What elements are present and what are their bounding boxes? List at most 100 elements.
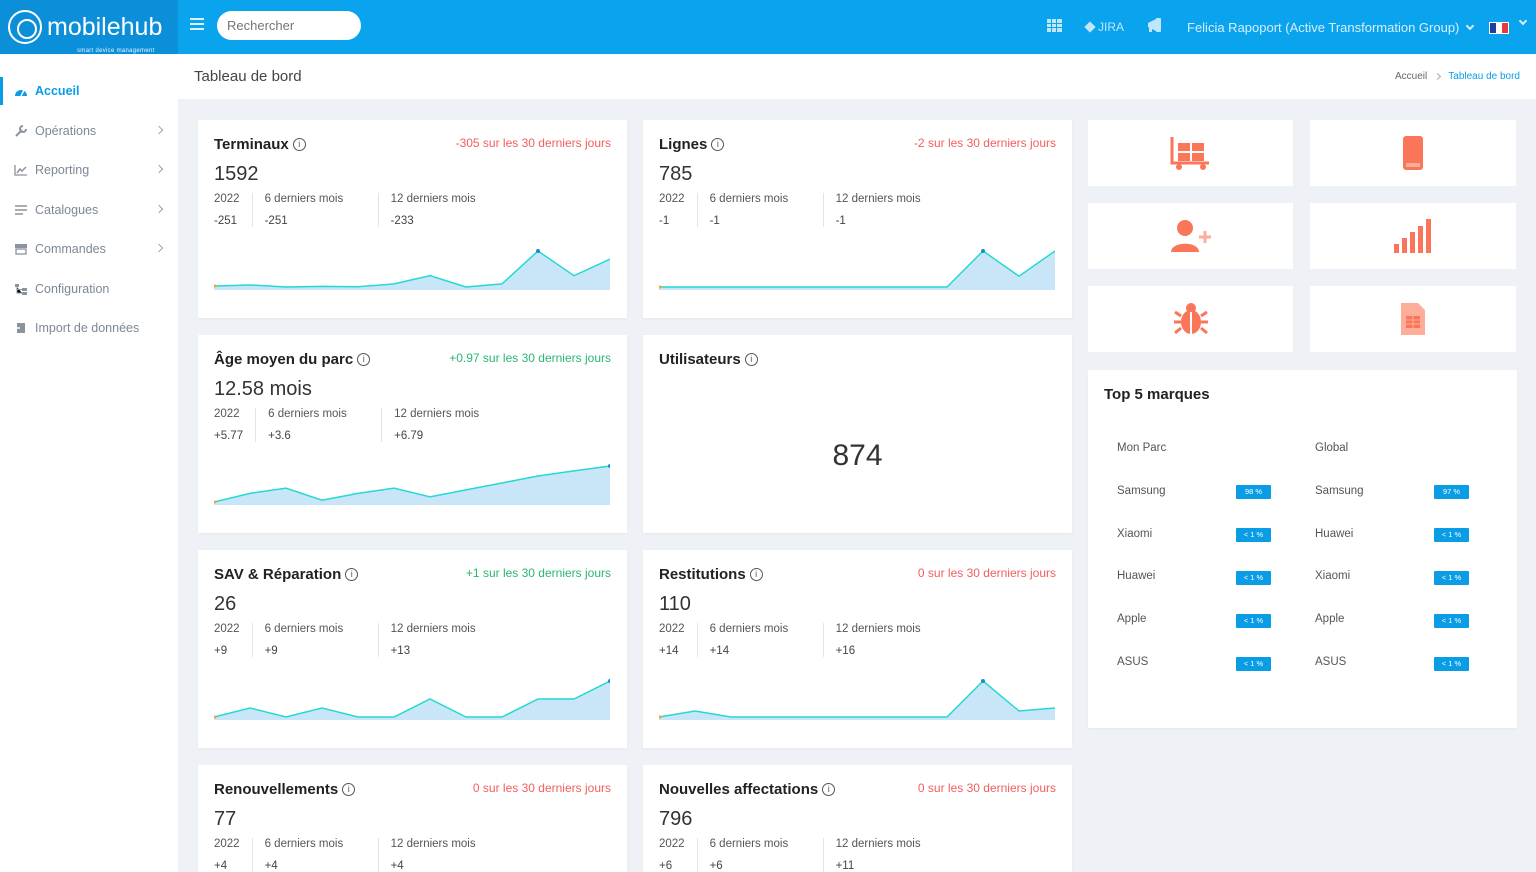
sidebar-item-label: Import de données xyxy=(35,321,140,335)
card-age-moyen[interactable]: Âge moyen du parc i +0.97 sur les 30 dern… xyxy=(198,335,627,533)
sidebar-item-import[interactable]: Import de données xyxy=(0,310,178,346)
import-icon xyxy=(14,323,25,333)
sparkline-start-point xyxy=(214,500,217,504)
card-delta: -305 sur les 30 derniers jours xyxy=(455,136,611,150)
breadcrumb-separator-icon xyxy=(1434,72,1442,81)
card-stats: 2022 -251 6 derniers mois -251 12 derniers… xyxy=(214,193,500,227)
sidebar-item-label: Reporting xyxy=(35,163,90,177)
tile-users[interactable] xyxy=(1088,203,1293,269)
card-sav-reparation[interactable]: SAV & Réparation i +1 sur les 30 derniers… xyxy=(198,550,627,748)
brand-name: Huawei xyxy=(1315,528,1354,540)
language-chevron-down-icon[interactable] xyxy=(1518,16,1528,26)
card-terminaux[interactable]: Terminaux i -305 sur les 30 derniers jour… xyxy=(198,120,627,318)
logo[interactable]: mobilehub smart device management xyxy=(0,0,178,54)
user-menu[interactable]: Felicia Rapoport (Active Transformation … xyxy=(1187,20,1475,35)
menu-toggle-icon[interactable] xyxy=(190,18,204,30)
tile-devices[interactable] xyxy=(1310,120,1516,186)
card-restitutions[interactable]: Restitutions i 0 sur les 30 derniers jour… xyxy=(643,550,1072,748)
card-title: Âge moyen du parc xyxy=(214,351,354,368)
sparkline-line xyxy=(214,465,610,503)
card-lignes[interactable]: Lignes i -2 sur les 30 derniers jours 785… xyxy=(643,120,1072,318)
sparkline-area xyxy=(659,251,1055,290)
sparkline-max-point xyxy=(536,249,540,253)
tile-repairs[interactable] xyxy=(1088,286,1293,352)
breadcrumb-home[interactable]: Accueil xyxy=(1395,71,1428,82)
tile-logistics[interactable] xyxy=(1088,120,1293,186)
card-value: 1592 xyxy=(214,163,259,185)
stat-label: 12 derniers mois xyxy=(835,193,921,205)
apps-grid-icon[interactable] xyxy=(1047,19,1062,32)
percent-badge: < 1 % xyxy=(1434,657,1469,671)
card-value: 77 xyxy=(214,808,237,830)
search-input[interactable] xyxy=(217,11,361,40)
card-delta: +1 sur les 30 derniers jours xyxy=(465,566,611,580)
sidebar-item-catalogues[interactable]: Catalogues xyxy=(0,192,178,228)
french-flag-icon[interactable] xyxy=(1489,22,1509,34)
sidebar-item-operations[interactable]: Opérations xyxy=(0,113,178,149)
info-icon[interactable]: i xyxy=(345,568,359,581)
sidebar-item-accueil[interactable]: Accueil xyxy=(0,73,178,109)
stat-label: 12 derniers mois xyxy=(394,408,480,420)
info-icon[interactable]: i xyxy=(749,568,763,581)
percent-badge: < 1 % xyxy=(1434,614,1469,628)
stat-label: 6 derniers mois xyxy=(709,623,789,635)
stat-label: 2022 xyxy=(214,623,240,635)
tile-lines[interactable] xyxy=(1310,203,1516,269)
stat-value: -251 xyxy=(214,215,238,227)
list-icon xyxy=(15,205,27,215)
tile-sim[interactable] xyxy=(1310,286,1516,352)
card-nouvelles-affectations[interactable]: Nouvelles affectations i 0 sur les 30 der… xyxy=(643,765,1072,872)
info-icon[interactable]: i xyxy=(357,353,371,366)
app-tagline: smart device management xyxy=(77,48,155,54)
breadcrumb: Accueil Tableau de bord xyxy=(1395,71,1520,82)
info-icon[interactable]: i xyxy=(744,353,758,366)
percent-badge: < 1 % xyxy=(1236,571,1271,585)
card-delta: +0.97 sur les 30 derniers jours xyxy=(449,351,611,365)
stat-value: +6 xyxy=(659,860,673,872)
sparkline-start-point xyxy=(659,715,662,719)
stat-value: -233 xyxy=(390,215,414,227)
user-name: Felicia Rapoport (Active Transformation … xyxy=(1187,20,1460,35)
stat-label: 2022 xyxy=(659,193,685,205)
card-title: Terminaux xyxy=(214,136,289,153)
card-stats: 2022 +4 6 derniers mois +4 12 derniers moi… xyxy=(214,838,500,872)
sparkline-area xyxy=(214,251,610,290)
sidebar: Accueil Opérations Reporting Catalogues … xyxy=(0,54,178,872)
card-renouvellements[interactable]: Renouvellements i 0 sur les 30 derniers j… xyxy=(198,765,627,872)
sim-card-icon xyxy=(1401,303,1425,335)
brand-name: Apple xyxy=(1315,613,1345,625)
info-icon[interactable]: i xyxy=(711,138,725,151)
sidebar-item-commandes[interactable]: Commandes xyxy=(0,231,178,267)
stat-label: 2022 xyxy=(214,838,240,850)
smartphone-icon xyxy=(1403,136,1423,170)
info-icon[interactable]: i xyxy=(342,783,356,796)
stat-label: 2022 xyxy=(659,838,685,850)
jira-link[interactable]: JIRA xyxy=(1084,20,1124,34)
stat-value: +6 xyxy=(709,860,723,872)
stat-value: +14 xyxy=(709,645,730,657)
sidebar-item-reporting[interactable]: Reporting xyxy=(0,152,178,188)
percent-badge: < 1 % xyxy=(1236,528,1271,542)
percent-badge: < 1 % xyxy=(1236,614,1271,628)
sidebar-item-label: Accueil xyxy=(35,84,80,98)
info-icon[interactable]: i xyxy=(292,138,306,151)
stat-label: 12 derniers mois xyxy=(390,193,476,205)
megaphone-icon[interactable] xyxy=(1146,17,1164,33)
stat-value: +13 xyxy=(390,645,411,657)
sparkline-start-point xyxy=(214,715,217,719)
sidebar-item-label: Opérations xyxy=(35,124,97,138)
brand-name: Xiaomi xyxy=(1315,570,1351,582)
brand-name: Huawei xyxy=(1117,570,1156,582)
brand-name: Samsung xyxy=(1315,485,1364,497)
sidebar-item-configuration[interactable]: Configuration xyxy=(0,271,178,307)
card-value: 110 xyxy=(659,593,691,615)
app-name: mobilehub xyxy=(47,13,163,41)
page-header: Tableau de bord Accueil Tableau de bord xyxy=(178,54,1536,99)
sidebar-item-label: Configuration xyxy=(35,282,110,296)
add-user-icon xyxy=(1170,220,1211,252)
info-icon[interactable]: i xyxy=(822,783,836,796)
card-utilisateurs[interactable]: Utilisateurs i 874 xyxy=(643,335,1072,533)
card-stats: 2022 -1 6 derniers mois -1 12 derniers moi… xyxy=(659,193,945,227)
sparkline-start-point xyxy=(659,285,662,289)
stat-value: +11 xyxy=(835,860,855,872)
